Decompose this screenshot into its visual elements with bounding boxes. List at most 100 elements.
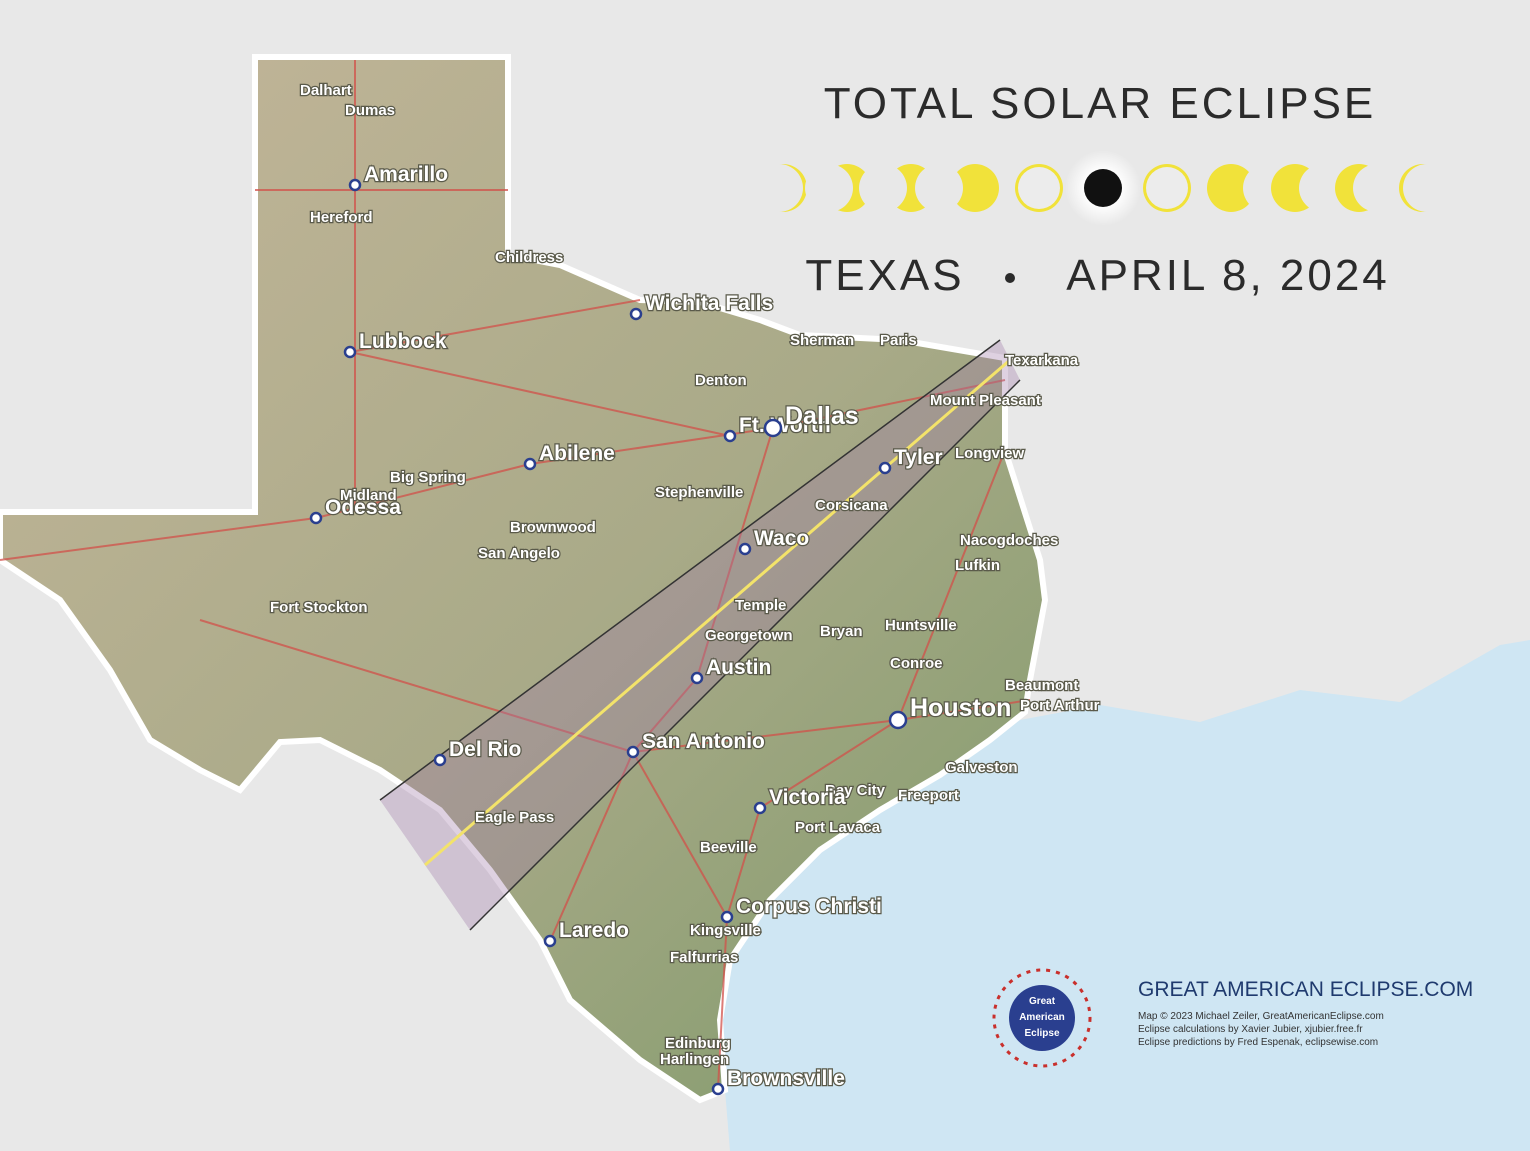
city-label: Amarillo [364, 163, 448, 186]
title: TOTAL SOLAR ECLIPSE [824, 79, 1377, 128]
city-label: Sherman [790, 332, 854, 349]
logo-text: American [1019, 1012, 1065, 1023]
totality-band [380, 340, 1020, 930]
city-label: Brownsville [727, 1067, 845, 1090]
city-label: Nacogdoches [960, 532, 1058, 549]
moon-shadow [1403, 164, 1451, 212]
logo: Great American Eclipse [992, 968, 1092, 1068]
eclipse-phases [755, 150, 1451, 226]
city-label: Stephenville [655, 484, 743, 501]
city-dot [690, 671, 704, 685]
city-label: Mount Pleasant [930, 392, 1041, 409]
city-label: Harlingen [660, 1051, 729, 1068]
city-dot [343, 345, 357, 359]
city-label: Falfurrias [670, 949, 738, 966]
city-dot [543, 934, 557, 948]
city-dot [523, 457, 537, 471]
city-dot [753, 801, 767, 815]
city-label: Port Arthur [1020, 697, 1100, 714]
city-label: Huntsville [885, 617, 957, 634]
city-label: Hereford [310, 209, 373, 226]
city-label: Port Lavaca [795, 819, 881, 836]
city-label: San Antonio [642, 730, 765, 753]
city-label: Ft. Worth [739, 414, 831, 437]
city-label: Wichita Falls [645, 292, 773, 315]
city-label: Kingsville [690, 922, 761, 939]
city-label: Dalhart [300, 82, 352, 99]
city-label: Corsicana [815, 497, 888, 514]
moon-shadow [1299, 164, 1347, 212]
moon-shadow [859, 164, 907, 212]
city-label: Dallas [785, 402, 859, 430]
city-label: Lubbock [359, 330, 447, 353]
logo-rays [992, 968, 1092, 1068]
city-label: Tyler [894, 446, 943, 469]
city-label: Dumas [345, 102, 395, 119]
city-dot [878, 461, 892, 475]
city-label: Corpus Christi [736, 895, 882, 918]
credit-line: Map © 2023 Michael Zeiler, GreatAmerican… [1138, 1011, 1384, 1022]
city-label: Paris [880, 332, 917, 349]
city-label: Edinburg [665, 1035, 731, 1052]
logo-text: Eclipse [1024, 1028, 1059, 1039]
city-dot [723, 429, 737, 443]
city-label: Longview [955, 445, 1025, 462]
city-label: Houston [910, 694, 1011, 722]
city-label: Beeville [700, 839, 757, 856]
city-dot [348, 178, 362, 192]
sun-phase [951, 164, 999, 212]
city-label: Big Spring [390, 469, 466, 486]
path-limit [379, 339, 1001, 801]
moon-shadow [1353, 164, 1401, 212]
city-label: Childress [495, 249, 563, 266]
date: APRIL 8, 2024 [1066, 251, 1390, 300]
state: TEXAS [805, 251, 964, 300]
city-dot [711, 1082, 725, 1096]
city-dot [720, 910, 734, 924]
city-dot [433, 753, 447, 767]
city-label: Laredo [559, 919, 629, 942]
city-label: Bryan [820, 623, 863, 640]
moon [1084, 169, 1122, 207]
city-label: Brownwood [510, 519, 596, 536]
texas-land [0, 54, 1049, 1104]
gulf-water [720, 640, 1530, 1151]
city-dot [309, 511, 323, 525]
city-label: Austin [706, 656, 771, 679]
city-label: Bay City [825, 782, 886, 799]
city-label: Midland [340, 487, 397, 504]
city-dot [738, 542, 752, 556]
logo-text: Great [1029, 996, 1056, 1007]
city-label: Fort Stockton [270, 599, 368, 616]
credit-line: Eclipse predictions by Fred Espenak, ecl… [1138, 1037, 1378, 1048]
city-label: Waco [754, 527, 809, 550]
city-label: Temple [735, 597, 786, 614]
moon-shadow [755, 164, 803, 212]
city-label: Conroe [890, 655, 943, 672]
cities: Dalhart Dumas Amarillo Hereford Childress Lub… [269, 81, 1101, 1096]
moon-shadow [805, 164, 853, 212]
moon-shadow [1146, 167, 1188, 209]
city-label: Denton [695, 372, 747, 389]
city-label: Texarkana [1005, 352, 1079, 369]
totality-path [379, 339, 1021, 931]
city-label: Del Rio [449, 738, 521, 761]
city-label: Georgetown [705, 627, 793, 644]
city-label: San Angelo [478, 545, 560, 562]
city-label: Beaumont [1005, 677, 1078, 694]
sun-phase [1207, 164, 1255, 212]
moon-shadow [1018, 167, 1060, 209]
city-label: Victoria [769, 786, 846, 809]
city-dot [626, 745, 640, 759]
credits-site: GREAT AMERICAN ECLIPSE.COM [1138, 978, 1473, 1001]
path-limit [469, 379, 1021, 931]
city-dot [763, 418, 783, 438]
separator-dot [1005, 273, 1015, 283]
city-label: Odessa [325, 496, 401, 519]
city-label: Galveston [945, 759, 1018, 776]
credit-line: Eclipse calculations by Xavier Jubier, x… [1138, 1024, 1363, 1035]
city-dot [888, 710, 908, 730]
city-label: Lufkin [955, 557, 1000, 574]
centerline [424, 358, 1011, 867]
